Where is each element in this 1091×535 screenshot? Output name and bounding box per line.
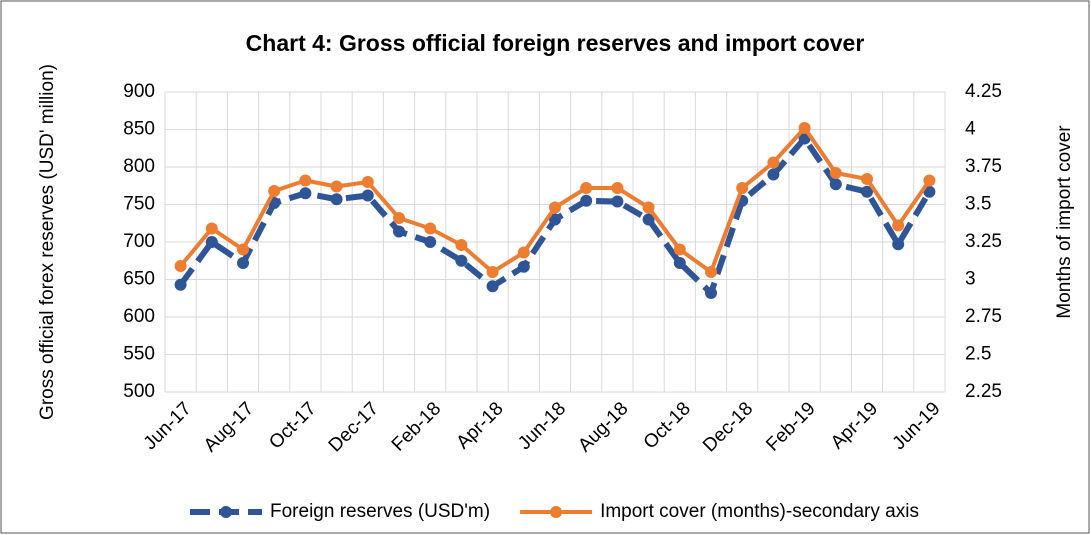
series-marker — [861, 185, 873, 198]
y2-tick-label: 3.25 — [965, 231, 1002, 252]
series-marker — [861, 173, 873, 185]
y-tick-label: 550 — [123, 344, 155, 365]
series-marker — [642, 201, 655, 214]
series-marker — [299, 187, 312, 200]
series-marker — [611, 195, 624, 208]
legend-label: Foreign reserves (USD'm) — [270, 501, 490, 522]
series-marker — [361, 189, 374, 202]
y-tick-label: 650 — [123, 269, 155, 290]
series-marker — [892, 238, 905, 251]
series-marker — [424, 236, 437, 248]
series-marker — [549, 213, 561, 226]
series-marker — [486, 266, 499, 278]
y-tick-label: 800 — [123, 156, 155, 177]
series-marker — [829, 167, 842, 179]
series-marker — [361, 176, 374, 188]
series-marker — [174, 278, 187, 291]
series-marker — [767, 168, 780, 181]
series-marker — [580, 194, 593, 207]
series-marker — [393, 212, 405, 224]
series-marker — [767, 156, 780, 169]
series-marker — [330, 193, 343, 206]
series-marker — [330, 180, 343, 193]
series-marker — [673, 243, 686, 256]
series-marker — [424, 222, 437, 235]
y-axis-label: Gross official forex reserves (USD' mill… — [37, 64, 58, 420]
series-marker — [673, 257, 686, 269]
y2-tick-label: 2.5 — [965, 344, 991, 365]
y2-tick-label: 3.5 — [965, 194, 991, 215]
series-marker — [923, 185, 936, 198]
legend-marker — [550, 506, 563, 518]
chart-title: Chart 4: Gross official foreign reserves… — [246, 30, 865, 56]
y-tick-label: 700 — [123, 231, 155, 252]
series-marker — [455, 239, 468, 251]
series-marker — [517, 246, 530, 259]
series-marker — [205, 236, 218, 248]
y2-tick-label: 4.25 — [965, 81, 1002, 102]
series-marker — [517, 260, 530, 273]
series-marker — [736, 182, 749, 194]
series-marker — [642, 213, 655, 226]
y2-tick-label: 2.25 — [965, 381, 1002, 402]
series-marker — [205, 222, 218, 235]
series-marker — [455, 254, 468, 267]
y2-axis-label: Months of import cover — [1054, 125, 1075, 319]
legend-label: Import cover (months)-secondary axis — [600, 501, 919, 522]
series-marker — [174, 260, 187, 272]
series-marker — [393, 225, 405, 238]
series-marker — [580, 182, 593, 194]
series-marker — [268, 185, 281, 197]
series-marker — [237, 243, 249, 256]
y-tick-label: 600 — [123, 306, 155, 327]
y-tick-label: 750 — [123, 194, 155, 215]
y-tick-label: 900 — [123, 81, 155, 102]
y-tick-label: 850 — [123, 119, 155, 140]
y-tick-label: 500 — [123, 381, 155, 402]
y2-tick-label: 2.75 — [965, 306, 1002, 327]
y2-tick-label: 3 — [965, 269, 976, 290]
series-marker — [611, 182, 624, 194]
series-marker — [892, 219, 905, 232]
series-marker — [705, 287, 717, 299]
series-marker — [923, 174, 936, 187]
y2-tick-label: 4 — [965, 119, 976, 140]
series-marker — [299, 174, 312, 187]
series-marker — [549, 201, 561, 214]
series-marker — [829, 178, 842, 191]
series-marker — [705, 266, 717, 278]
y2-tick-label: 3.75 — [965, 156, 1002, 177]
series-marker — [798, 122, 811, 134]
series-marker — [486, 280, 499, 293]
series-marker — [237, 257, 249, 269]
legend-marker — [220, 506, 232, 518]
